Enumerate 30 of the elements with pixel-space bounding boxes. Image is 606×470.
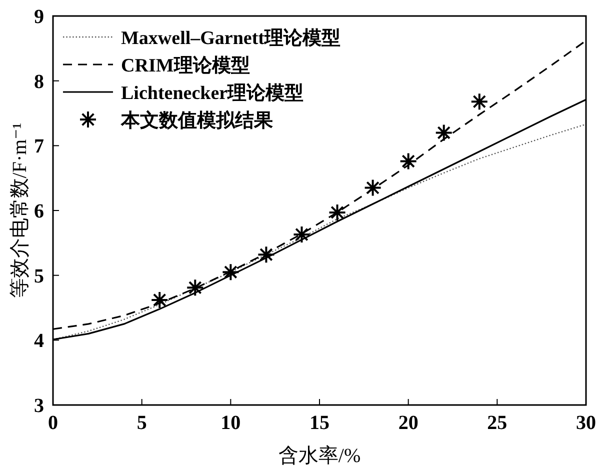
point [257,246,276,264]
y-tick-label: 7 [34,136,44,158]
point [292,225,311,244]
legend-label: Maxwell–Garnett理论模型 [121,28,341,49]
legend-label: CRIM理论模型 [121,56,250,76]
point [222,263,240,282]
y-axis-title: 等效介电常数/F·m⁻¹ [9,122,31,298]
point [328,203,346,222]
legend-label: 本文数值模拟结果 [120,110,274,132]
point [364,178,382,197]
y-tick-label: 3 [34,395,44,417]
point [399,152,418,170]
x-tick-label: 30 [576,412,596,434]
x-tick-label: 5 [136,412,147,434]
point [186,278,204,297]
y-tick-label: 6 [34,200,44,222]
x-tick-label: 25 [487,412,508,434]
legend-label: Lichtenecker理论模型 [121,83,304,104]
point [434,124,453,142]
y-tick-label: 8 [34,70,44,93]
y-tick-label: 9 [34,6,44,28]
x-tick-label: 0 [48,412,58,434]
y-tick-label: 4 [34,330,44,352]
y-tick-label: 5 [34,265,44,288]
x-tick-label: 10 [220,412,241,434]
x-axis-title: 含水率/% [278,445,361,467]
point [470,92,488,111]
x-tick-label: 20 [398,412,418,434]
point [150,290,169,309]
x-tick-label: 15 [310,412,330,434]
